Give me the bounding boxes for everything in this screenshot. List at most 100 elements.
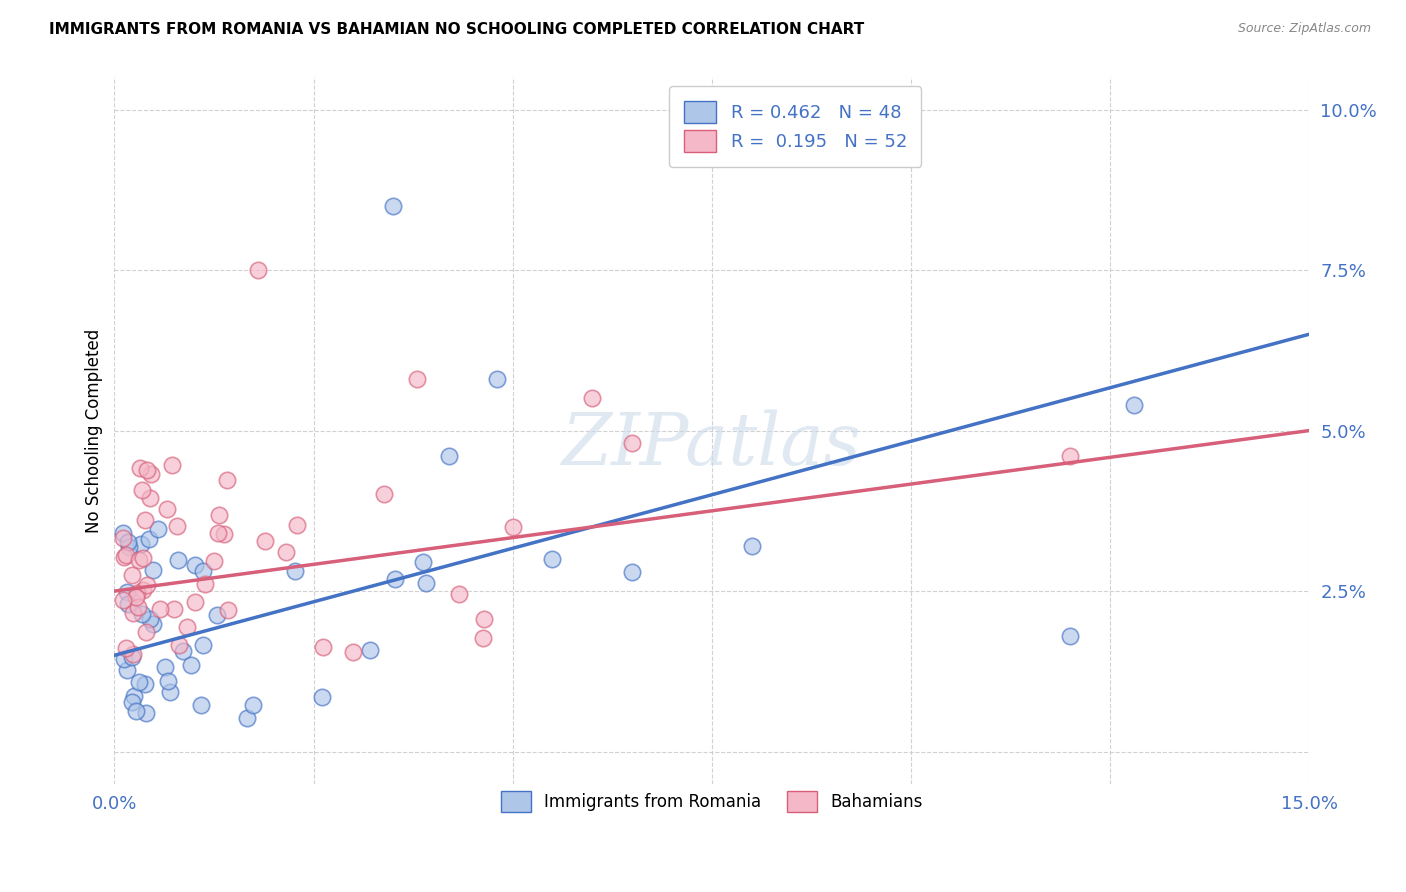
Point	[131, 537, 153, 551]
Point	[384, 572, 406, 586]
Point	[311, 640, 333, 655]
Point	[142, 563, 165, 577]
Point	[135, 706, 157, 720]
Point	[1059, 629, 1081, 643]
Point	[117, 598, 139, 612]
Point	[502, 520, 524, 534]
Point	[131, 483, 153, 497]
Text: IMMIGRANTS FROM ROMANIA VS BAHAMIAN NO SCHOOLING COMPLETED CORRELATION CHART: IMMIGRANTS FROM ROMANIA VS BAHAMIAN NO S…	[49, 22, 865, 37]
Point	[146, 523, 169, 537]
Point	[121, 568, 143, 582]
Point	[253, 534, 276, 549]
Point	[125, 704, 148, 718]
Point	[472, 612, 495, 626]
Point	[139, 612, 162, 626]
Point	[112, 652, 135, 666]
Text: Source: ZipAtlas.com: Source: ZipAtlas.com	[1237, 22, 1371, 36]
Point	[166, 553, 188, 567]
Point	[215, 474, 238, 488]
Point	[127, 599, 149, 614]
Point	[1122, 398, 1144, 412]
Point	[135, 625, 157, 640]
Point	[134, 677, 156, 691]
Point	[124, 689, 146, 703]
Point	[112, 525, 135, 540]
Point	[447, 586, 470, 600]
Point	[117, 535, 139, 549]
Point	[112, 593, 135, 607]
Point	[122, 647, 145, 661]
Point	[149, 601, 172, 615]
Point	[118, 540, 141, 554]
Point	[134, 513, 156, 527]
Point	[382, 199, 405, 213]
Point	[176, 620, 198, 634]
Point	[127, 586, 149, 600]
Point	[121, 606, 143, 620]
Point	[166, 519, 188, 533]
Point	[342, 645, 364, 659]
Point	[159, 685, 181, 699]
Point	[155, 660, 177, 674]
Point	[180, 658, 202, 673]
Point	[287, 517, 309, 532]
Point	[162, 458, 184, 473]
Point	[212, 526, 235, 541]
Point	[581, 392, 603, 406]
Point	[129, 461, 152, 475]
Point	[741, 539, 763, 553]
Point	[169, 639, 191, 653]
Point	[114, 641, 136, 656]
Point	[136, 463, 159, 477]
Point	[415, 576, 437, 591]
Point	[190, 698, 212, 713]
Point	[207, 508, 229, 522]
Point	[191, 638, 214, 652]
Point	[138, 532, 160, 546]
Point	[139, 491, 162, 505]
Legend: Immigrants from Romania, Bahamians: Immigrants from Romania, Bahamians	[488, 778, 935, 825]
Point	[131, 607, 153, 622]
Point	[202, 554, 225, 568]
Point	[163, 602, 186, 616]
Point	[112, 549, 135, 564]
Point	[128, 674, 150, 689]
Point	[274, 545, 297, 559]
Point	[1059, 450, 1081, 464]
Point	[139, 467, 162, 481]
Point	[191, 564, 214, 578]
Point	[283, 564, 305, 578]
Point	[205, 607, 228, 622]
Text: ZIPatlas: ZIPatlas	[562, 409, 862, 480]
Point	[131, 551, 153, 566]
Point	[621, 565, 644, 579]
Point	[373, 487, 395, 501]
Point	[194, 577, 217, 591]
Point	[217, 602, 239, 616]
Point	[541, 552, 564, 566]
Point	[242, 698, 264, 713]
Point	[115, 549, 138, 563]
Point	[184, 558, 207, 572]
Point	[142, 617, 165, 632]
Point	[112, 531, 135, 545]
Point	[471, 631, 494, 645]
Point	[121, 649, 143, 664]
Point	[236, 711, 259, 725]
Point	[117, 585, 139, 599]
Point	[156, 501, 179, 516]
Point	[184, 594, 207, 608]
Point	[117, 663, 139, 677]
Point	[125, 591, 148, 605]
Y-axis label: No Schooling Completed: No Schooling Completed	[86, 328, 103, 533]
Point	[207, 526, 229, 541]
Point	[621, 436, 644, 450]
Point	[121, 696, 143, 710]
Point	[406, 372, 429, 386]
Point	[485, 372, 508, 386]
Point	[246, 263, 269, 277]
Point	[412, 556, 434, 570]
Point	[135, 578, 157, 592]
Point	[359, 643, 381, 657]
Point	[156, 674, 179, 689]
